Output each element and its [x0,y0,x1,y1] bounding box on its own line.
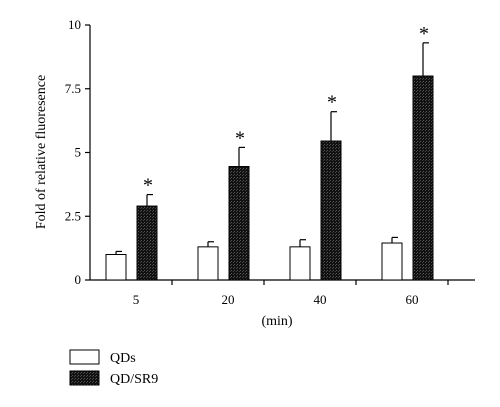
bar-qds [105,254,127,281]
bar-qd-sr9 [320,140,342,281]
legend-label: QDs [110,351,136,366]
x-axis-label: (min) [261,314,292,329]
x-tick-label: 20 [222,292,235,307]
bar-qds [381,242,403,281]
x-tick-label: 60 [406,292,419,307]
significance-star: * [143,175,153,197]
bar-qds [289,246,311,281]
significance-star: * [419,23,429,45]
bar-qd-sr9 [228,166,250,281]
legend-label: QD/SR9 [110,372,158,387]
error-bars [115,42,429,255]
x-tick-label: 5 [133,292,140,307]
legend-swatch [69,349,100,365]
y-axis-label: Fold of relative fluoresence [34,75,49,229]
legend-swatch [69,370,100,386]
x-tick-label: 40 [314,292,327,307]
bars [105,75,434,281]
significance-star: * [235,127,245,149]
x-axis: 5 20 40 60 [90,279,475,307]
y-tick-label: 2.5 [65,208,81,223]
y-tick-label: 5 [75,145,82,160]
y-tick-label: 7.5 [65,81,81,96]
y-axis: 0 2.5 5 7.5 10 [65,17,91,287]
bar-qds [197,246,219,281]
significance-star: * [327,92,337,114]
significance-markers: * * * * [143,23,429,197]
y-tick-label: 10 [68,17,81,32]
y-tick-label: 0 [75,272,82,287]
bar-qd-sr9 [412,75,434,281]
legend: QDs QD/SR9 [69,349,158,387]
bar-qd-sr9 [136,205,158,281]
